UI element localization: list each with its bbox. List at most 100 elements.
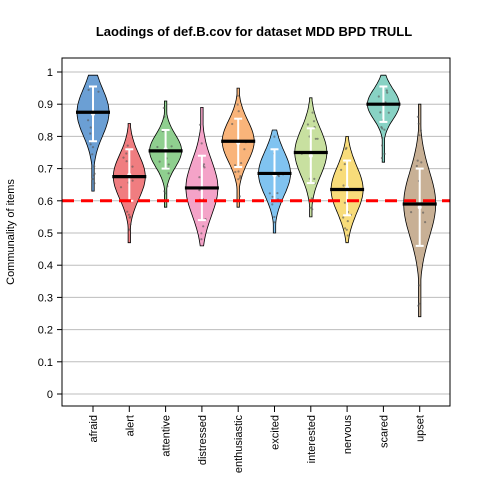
data-point (125, 160, 128, 163)
x-tick-label: distressed (197, 415, 209, 465)
data-point (383, 152, 386, 155)
data-point (167, 163, 170, 166)
violin-interested (293, 97, 328, 218)
data-point (273, 135, 276, 138)
violin-attentive (148, 100, 183, 208)
chart-title: Laodings of def.B.cov for dataset MDD BP… (96, 24, 412, 39)
data-point (200, 232, 203, 235)
data-point (416, 159, 419, 162)
data-point (89, 143, 92, 146)
data-point (131, 165, 134, 168)
data-point (276, 192, 279, 195)
data-point (131, 179, 134, 182)
data-point (377, 95, 380, 98)
data-point (240, 162, 243, 165)
data-point (418, 302, 421, 305)
data-point (343, 163, 346, 166)
data-point (381, 127, 384, 130)
data-point (125, 152, 128, 155)
data-point (129, 223, 132, 226)
data-point (344, 147, 347, 151)
data-point (385, 89, 388, 92)
data-point (243, 148, 246, 151)
data-point (342, 184, 345, 187)
data-point (420, 161, 423, 164)
y-tick-label: 0.3 (38, 292, 53, 304)
data-point (237, 170, 240, 173)
data-point (417, 284, 420, 287)
data-point (381, 144, 384, 147)
data-point (198, 176, 201, 179)
data-point (170, 145, 173, 148)
data-point (93, 172, 96, 175)
data-point (424, 221, 427, 224)
data-point (346, 234, 349, 237)
violin-scared (366, 74, 401, 163)
data-point (381, 136, 384, 139)
data-point (92, 174, 95, 177)
data-point (340, 168, 343, 171)
data-point (97, 90, 100, 93)
y-tick-label: 0.4 (38, 260, 53, 272)
data-point (306, 123, 309, 126)
data-point (200, 238, 203, 241)
data-point (416, 115, 419, 118)
data-point (87, 119, 90, 122)
x-tick-label: enthusiastic (233, 415, 245, 474)
data-point (415, 164, 418, 168)
x-tick-label: attentive (161, 415, 173, 457)
data-point (343, 201, 346, 204)
violins (76, 74, 437, 318)
x-tick-label: interested (306, 415, 318, 463)
x-tick-label: alert (124, 415, 136, 436)
data-point (156, 145, 159, 149)
data-point (162, 106, 165, 109)
data-point (387, 111, 390, 114)
x-tick-label: afraid (88, 415, 100, 443)
mean-point (308, 153, 313, 158)
x-tick-label: scared (378, 415, 390, 448)
data-point (273, 215, 276, 219)
data-point (313, 177, 316, 180)
data-point (379, 111, 382, 114)
violin-afraid (76, 74, 110, 192)
data-point (239, 175, 242, 178)
data-point (273, 221, 276, 224)
data-point (200, 142, 203, 145)
data-point (91, 177, 94, 181)
y-tick-label: 0.2 (38, 325, 53, 337)
y-tick-label: 0 (47, 389, 53, 401)
data-point (198, 189, 201, 192)
data-point (231, 122, 234, 126)
y-tick-label: 0.8 (38, 131, 53, 143)
data-point (127, 213, 130, 216)
data-point (410, 211, 413, 214)
data-point (268, 192, 271, 195)
data-point (417, 304, 420, 307)
data-point (417, 122, 420, 125)
data-point (202, 163, 206, 166)
plot-frame (61, 57, 451, 407)
data-point (380, 156, 383, 160)
data-point (122, 156, 125, 159)
data-point (418, 134, 421, 137)
data-point (309, 206, 312, 209)
y-tick-label: 0.1 (38, 357, 53, 369)
data-point (311, 111, 314, 114)
data-point (128, 228, 131, 231)
data-point (310, 197, 313, 200)
data-point (422, 211, 425, 214)
x-axis: afraid alert attentive distressed enthusiast… (88, 406, 427, 473)
data-point (163, 115, 166, 118)
y-tick-label: 0.7 (38, 164, 53, 176)
data-point (239, 176, 242, 179)
data-point (163, 190, 166, 193)
data-point (163, 192, 167, 195)
data-point (236, 94, 239, 97)
x-tick-label: upset (415, 415, 427, 442)
data-point (234, 170, 237, 174)
violin-enthusiastic (221, 87, 256, 208)
data-point (236, 103, 239, 106)
